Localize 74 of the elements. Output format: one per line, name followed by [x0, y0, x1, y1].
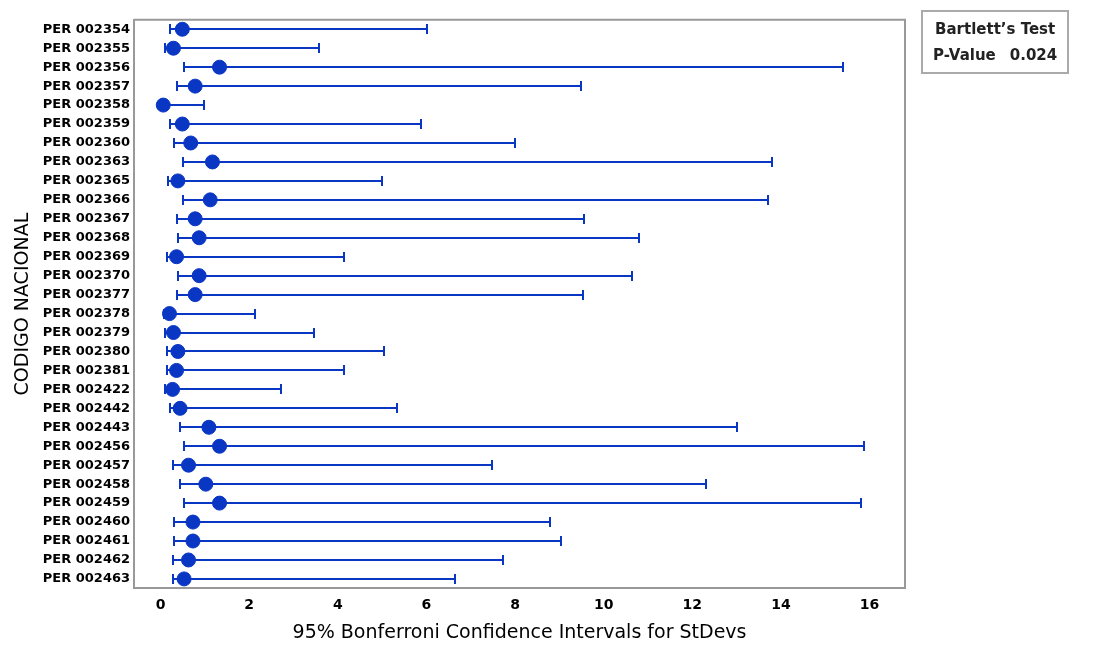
y-tick-label: PER 002354 [42, 20, 131, 36]
text: 0.024 [1009, 46, 1058, 64]
y-tick-label: PER 002458 [42, 475, 131, 491]
point [172, 400, 188, 416]
y-tick-label: PER 002456 [42, 437, 131, 453]
text: P-Value [933, 46, 996, 64]
y-tick-label: PER 002368 [42, 229, 131, 245]
x-tick-label: 12 [682, 596, 703, 613]
point [212, 495, 228, 511]
point [198, 476, 214, 492]
point [201, 419, 217, 435]
x-tick-label: 8 [510, 596, 520, 613]
point [187, 287, 203, 303]
point [212, 59, 228, 75]
point [187, 78, 203, 94]
y-tick-label: PER 002366 [42, 191, 131, 207]
x-axis-title: 95% Bonferroni Confidence Intervals for StDevs [292, 619, 747, 642]
y-tick-label: PER 002359 [42, 115, 131, 131]
text: Bartlett’s Test [934, 20, 1057, 38]
x-tick-label: 4 [332, 596, 343, 613]
x-tick-label: 16 [859, 596, 880, 613]
point [204, 154, 220, 170]
y-tick-label: PER 002422 [42, 380, 131, 396]
point [161, 306, 177, 322]
point [170, 343, 186, 359]
y-tick-label: PER 002367 [42, 210, 131, 226]
y-tick-label: PER 002380 [42, 342, 131, 358]
y-tick-label: PER 002442 [42, 399, 131, 415]
y-tick-label: PER 002358 [42, 96, 131, 112]
point [174, 21, 190, 37]
y-axis-title: CODIGO NACIONAL [10, 212, 33, 396]
y-tick-label: PER 002381 [42, 361, 131, 377]
point [174, 116, 190, 132]
point [187, 211, 203, 227]
point [202, 192, 218, 208]
point [169, 249, 185, 265]
point [169, 362, 185, 378]
point [176, 571, 192, 587]
point [185, 533, 201, 549]
point [183, 135, 199, 151]
y-tick-label: PER 002360 [42, 134, 131, 150]
y-tick-label: PER 002379 [42, 323, 131, 339]
point [191, 230, 207, 246]
y-tick-label: PER 002370 [42, 267, 131, 283]
point [191, 268, 207, 284]
y-tick-label: PER 002461 [42, 532, 131, 548]
y-tick-label: PER 002377 [42, 286, 131, 301]
point [181, 552, 197, 568]
y-tick-label: PER 002365 [42, 172, 131, 188]
y-tick-label: PER 002460 [42, 513, 131, 529]
y-tick-label: PER 002443 [42, 418, 131, 434]
point [181, 457, 197, 473]
y-tick-label: PER 002459 [42, 494, 131, 510]
point [165, 381, 181, 397]
point [155, 97, 171, 113]
x-tick-label: 6 [421, 596, 432, 613]
y-tick-label: PER 002357 [42, 77, 131, 93]
y-tick-label: PER 002356 [42, 58, 131, 74]
y-tick-label: PER 002463 [42, 570, 131, 586]
x-tick-label: 14 [771, 596, 791, 613]
y-tick-label: PER 002378 [42, 304, 131, 320]
point [170, 173, 186, 189]
y-tick-label: PER 002363 [42, 153, 131, 169]
x-tick-label: 10 [593, 596, 614, 613]
x-tick-label: 2 [244, 596, 255, 613]
y-tick-label: PER 002462 [42, 551, 131, 567]
x-tick-label: 0 [155, 596, 166, 613]
y-tick-label: PER 002355 [42, 39, 131, 55]
y-tick-label: PER 002369 [42, 248, 131, 264]
point [212, 438, 228, 454]
y-tick-label: PER 002457 [42, 456, 131, 472]
point [165, 40, 181, 56]
point [185, 514, 201, 530]
point [165, 325, 181, 341]
